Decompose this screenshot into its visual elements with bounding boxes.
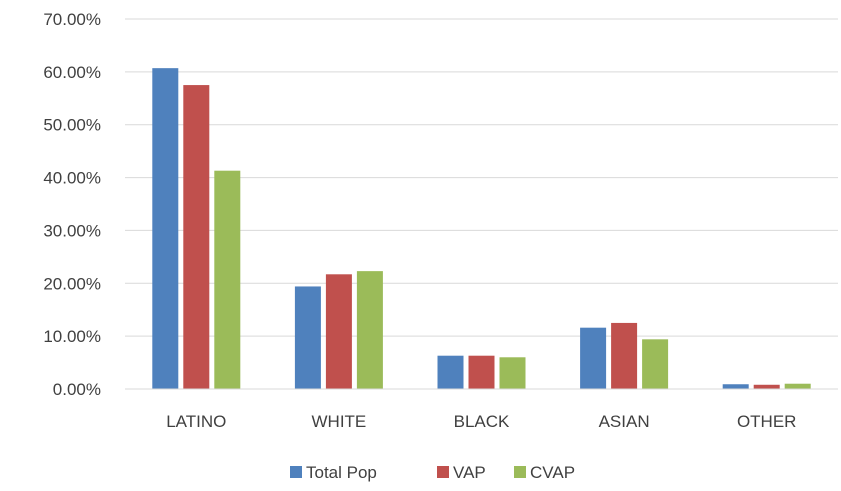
bar-black-2 bbox=[499, 357, 526, 389]
x-tick-label: OTHER bbox=[737, 412, 797, 431]
bar-latino-0 bbox=[152, 68, 179, 390]
legend-label: VAP bbox=[453, 463, 486, 482]
bars bbox=[152, 68, 811, 390]
y-axis-tick-labels: 0.00% 10.00% 20.00% 30.00% 40.00% 50.00% 60.00… bbox=[43, 10, 101, 399]
legend: Total Pop VAP CVAP bbox=[290, 463, 575, 482]
legend-swatch bbox=[290, 466, 302, 478]
x-tick-label: BLACK bbox=[454, 412, 510, 431]
y-tick-label: 50.00% bbox=[43, 116, 101, 135]
y-tick-label: 30.00% bbox=[43, 221, 101, 240]
y-tick-label: 20.00% bbox=[43, 274, 101, 293]
legend-label: Total Pop bbox=[306, 463, 377, 482]
bar-other-1 bbox=[753, 384, 780, 389]
bar-black-0 bbox=[437, 355, 464, 389]
y-tick-label: 70.00% bbox=[43, 10, 101, 29]
bar-latino-1 bbox=[183, 85, 210, 390]
y-tick-label: 40.00% bbox=[43, 169, 101, 188]
bar-other-2 bbox=[784, 383, 811, 389]
legend-label: CVAP bbox=[530, 463, 575, 482]
y-tick-label: 0.00% bbox=[53, 380, 101, 399]
x-tick-label: WHITE bbox=[312, 412, 367, 431]
x-tick-label: ASIAN bbox=[599, 412, 650, 431]
gridlines bbox=[125, 18, 838, 337]
bar-latino-2 bbox=[214, 170, 241, 389]
x-axis: LATINO WHITE BLACK ASIAN OTHER bbox=[125, 388, 838, 431]
bar-white-2 bbox=[356, 271, 383, 389]
bar-asian-0 bbox=[580, 327, 607, 389]
x-tick-label: LATINO bbox=[166, 412, 226, 431]
y-tick-label: 10.00% bbox=[43, 327, 101, 346]
y-tick-label: 60.00% bbox=[43, 63, 101, 82]
legend-swatch bbox=[514, 466, 526, 478]
bar-asian-1 bbox=[611, 322, 638, 389]
bar-black-1 bbox=[468, 355, 495, 389]
bar-other-0 bbox=[722, 384, 749, 389]
bar-white-1 bbox=[325, 274, 352, 389]
bar-white-0 bbox=[294, 286, 321, 389]
bar-asian-2 bbox=[642, 339, 669, 389]
legend-swatch bbox=[437, 466, 449, 478]
